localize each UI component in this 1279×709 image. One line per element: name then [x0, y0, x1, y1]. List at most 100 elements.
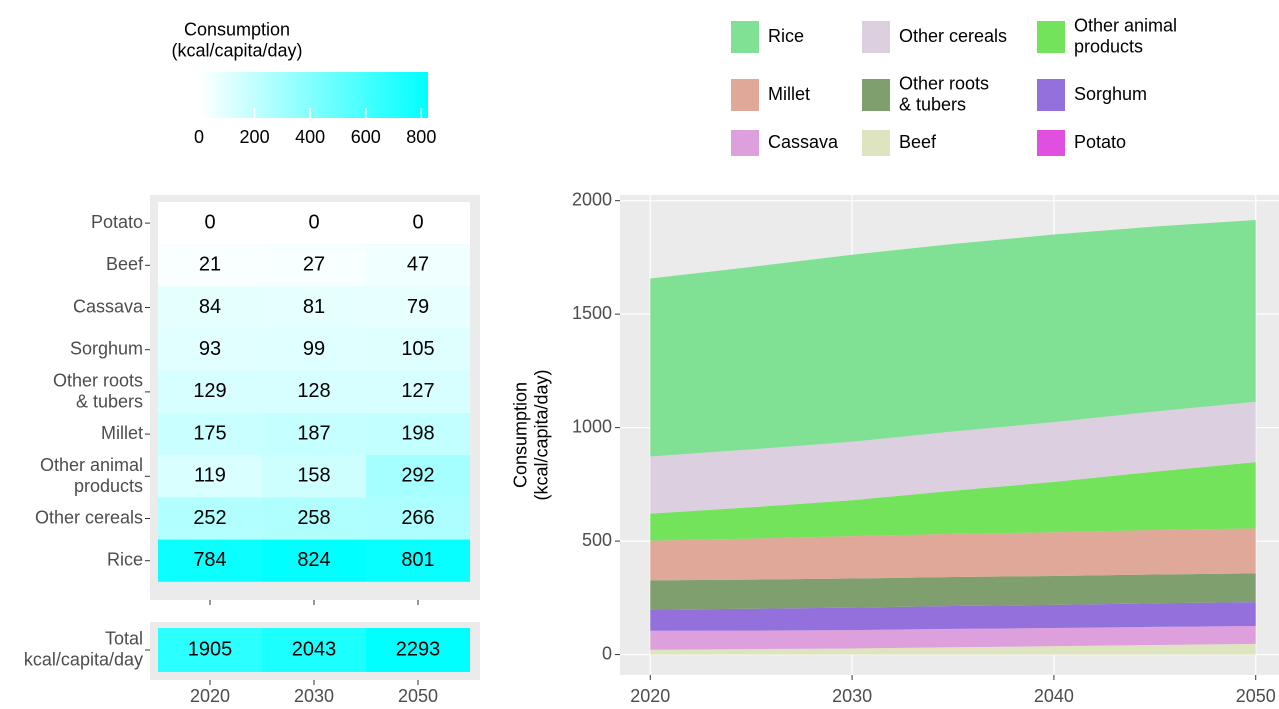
heat-cell: [262, 628, 366, 672]
colorbar-tick-label: 400: [295, 127, 325, 147]
y-tick-label: Cassava: [73, 296, 144, 316]
legend-label: Beef: [899, 132, 937, 152]
heat-cell: [262, 455, 366, 498]
y-tick-label: 0: [602, 643, 612, 663]
y-tick-label: Millet: [101, 423, 143, 443]
heat-cell: [158, 497, 262, 540]
legend-key: [1037, 79, 1065, 111]
colorbar: [199, 72, 428, 118]
heat-cell: [366, 286, 470, 329]
cell-label: 252: [193, 507, 226, 529]
legend-key: [862, 79, 890, 111]
heat-cell: [366, 328, 470, 371]
cell-label: 81: [303, 296, 325, 318]
area: [650, 219, 1256, 457]
x-tick-label: 2020: [630, 686, 670, 706]
cell-label: 93: [199, 338, 221, 360]
y-tick-label: Beef: [106, 254, 144, 274]
x-tick-label: 2030: [294, 686, 334, 706]
cell-label: 0: [308, 211, 319, 233]
heat-cell: [262, 413, 366, 456]
heat-cell: [158, 286, 262, 329]
cell-label: 79: [407, 296, 429, 318]
heat-cell: [158, 328, 262, 371]
legend-label: Rice: [768, 26, 804, 46]
heat-cell: [262, 370, 366, 413]
legend-key: [731, 130, 759, 156]
area: [650, 462, 1256, 541]
y-tick-label: Other roots & tubers: [53, 370, 143, 411]
area: [650, 573, 1256, 610]
legend-label: Other roots & tubers: [899, 73, 989, 114]
y-tick-label: Total kcal/capita/day: [24, 628, 143, 669]
heat-cell: [262, 497, 366, 540]
x-tick-label: 2030: [832, 686, 872, 706]
legend-label: Potato: [1074, 132, 1126, 152]
colorbar-title: Consumption (kcal/capita/day): [171, 19, 302, 60]
area: [650, 528, 1256, 581]
cell-label: 2043: [292, 638, 337, 660]
x-tick-label: 2040: [1034, 686, 1074, 706]
heat-cell: [158, 455, 262, 498]
cell-label: 105: [401, 338, 434, 360]
heat-cell: [366, 370, 470, 413]
legend-label: Cassava: [768, 132, 839, 152]
y-tick-label: 500: [582, 530, 612, 550]
x-tick-label: 2020: [190, 686, 230, 706]
cell-label: 27: [303, 254, 325, 276]
cell-label: 824: [297, 549, 330, 571]
heat-cell: [158, 628, 262, 672]
cell-label: 801: [401, 549, 434, 571]
cell-label: 129: [193, 380, 226, 402]
x-tick-label: 2050: [398, 686, 438, 706]
colorbar-tick-label: 0: [194, 127, 204, 147]
heat-cell: [158, 202, 262, 245]
y-tick-label: Other animal products: [40, 455, 143, 496]
legend-label: Millet: [768, 84, 810, 104]
cell-label: 292: [401, 465, 434, 487]
cell-label: 175: [193, 422, 226, 444]
cell-label: 47: [407, 254, 429, 276]
cell-label: 127: [401, 380, 434, 402]
heat-cell: [366, 497, 470, 540]
cell-label: 266: [401, 507, 434, 529]
heat-cell: [262, 539, 366, 582]
cell-label: 119: [194, 465, 226, 487]
heat-cell: [366, 244, 470, 287]
heat-cell: [262, 328, 366, 371]
y-axis-title: Consumption(kcal/capita/day): [510, 369, 551, 500]
cell-label: 84: [199, 296, 221, 318]
cell-label: 99: [303, 338, 325, 360]
cell-label: 198: [401, 422, 434, 444]
heat-cell: [158, 370, 262, 413]
colorbar-tick-label: 600: [351, 127, 381, 147]
area: [650, 625, 1256, 650]
y-tick-label: Sorghum: [70, 338, 143, 358]
heat-cell: [366, 413, 470, 456]
legend-label: Other animal products: [1074, 15, 1177, 56]
heat-cell: [262, 286, 366, 329]
colorbar-tick-label: 200: [240, 127, 270, 147]
x-tick-label: 2050: [1236, 686, 1276, 706]
colorbar-tick-label: 800: [406, 127, 436, 147]
cell-label: 128: [297, 380, 330, 402]
heat-cell: [366, 202, 470, 245]
area: [650, 401, 1256, 514]
cell-label: 158: [297, 465, 330, 487]
y-tick-label: Rice: [107, 549, 143, 569]
y-tick-label: 2000: [572, 189, 612, 209]
legend-key: [731, 21, 759, 53]
y-tick-label: Other cereals: [35, 507, 143, 527]
cell-label: 0: [204, 211, 215, 233]
legend-key: [862, 21, 890, 53]
cell-label: 784: [193, 549, 226, 571]
legend-key: [1037, 130, 1065, 156]
heat-cell: [262, 244, 366, 287]
heat-cell: [158, 244, 262, 287]
legend-key: [1037, 21, 1065, 53]
heat-cell: [158, 413, 262, 456]
cell-label: 0: [412, 211, 423, 233]
cell-label: 2293: [396, 638, 441, 660]
